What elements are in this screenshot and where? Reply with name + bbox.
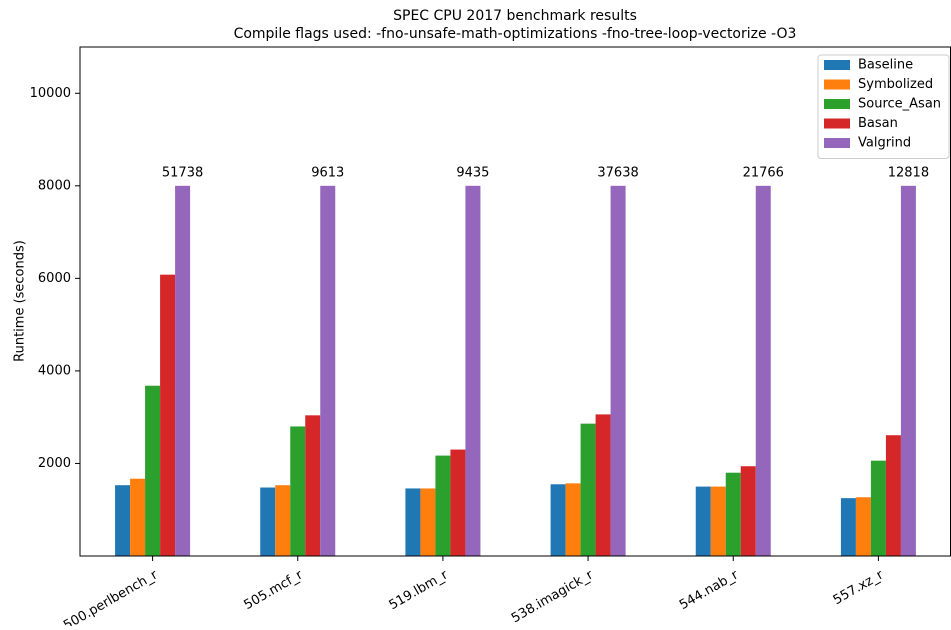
bar xyxy=(130,478,146,556)
bar xyxy=(320,185,336,556)
bar xyxy=(145,385,161,556)
y-axis-label: Runtime (seconds) xyxy=(13,240,28,362)
bar xyxy=(305,415,321,556)
bar xyxy=(550,484,566,556)
y-tick-label: 8000 xyxy=(38,178,71,193)
y-tick-label: 6000 xyxy=(38,271,71,286)
bar xyxy=(755,185,771,556)
legend-swatch xyxy=(824,99,850,109)
x-tick-label: 544.nab_r xyxy=(677,567,742,613)
bar xyxy=(420,488,436,556)
bar-annotation: 37638 xyxy=(597,165,638,180)
bar xyxy=(900,185,916,556)
bar xyxy=(565,483,581,556)
bar-annotation: 51738 xyxy=(162,165,203,180)
bar-annotation: 9613 xyxy=(311,165,344,180)
bar xyxy=(405,488,421,556)
chart-subtitle: Compile flags used: -fno-unsafe-math-opt… xyxy=(234,26,797,42)
x-tick-label: 519.lbm_r xyxy=(387,567,452,613)
x-tick-label: 557.xz_r xyxy=(831,567,887,608)
bar xyxy=(740,466,756,556)
legend-label: Symbolized xyxy=(858,77,933,92)
chart-title: SPEC CPU 2017 benchmark results xyxy=(393,8,637,24)
bar xyxy=(290,426,306,556)
bar xyxy=(695,486,711,556)
legend-swatch xyxy=(824,60,850,70)
bar xyxy=(855,497,871,556)
bar xyxy=(450,449,466,556)
y-tick-label: 4000 xyxy=(38,363,71,378)
bar xyxy=(175,185,191,556)
bar-annotation: 12818 xyxy=(888,165,929,180)
legend-swatch xyxy=(824,138,850,148)
legend-box xyxy=(817,54,950,159)
legend-label: Basan xyxy=(858,116,898,131)
bar-annotation: 21766 xyxy=(743,165,784,180)
bar xyxy=(870,460,886,556)
bar xyxy=(435,455,451,556)
legend-label: Source_Asan xyxy=(858,97,941,112)
x-tick-label: 505.mcf_r xyxy=(242,567,307,613)
bar xyxy=(465,185,481,556)
bar xyxy=(580,423,596,556)
bar xyxy=(725,472,741,556)
x-tick-label: 538.imagick_r xyxy=(509,567,596,626)
bar xyxy=(160,274,176,556)
bar xyxy=(610,185,626,556)
bar xyxy=(595,414,611,556)
legend-label: Baseline xyxy=(858,58,913,73)
y-tick-label: 2000 xyxy=(38,456,71,471)
bar xyxy=(275,485,291,556)
y-tick-label: 10000 xyxy=(30,86,71,101)
bar xyxy=(840,498,856,556)
legend-swatch xyxy=(824,79,850,90)
bar xyxy=(260,487,276,556)
bar xyxy=(885,435,901,556)
bar xyxy=(115,485,131,556)
x-tick-label: 500.perlbench_r xyxy=(61,567,161,626)
legend-label: Valgrind xyxy=(858,136,911,151)
bar-annotation: 9435 xyxy=(456,165,489,180)
legend-swatch xyxy=(824,118,850,129)
bar xyxy=(710,486,726,556)
